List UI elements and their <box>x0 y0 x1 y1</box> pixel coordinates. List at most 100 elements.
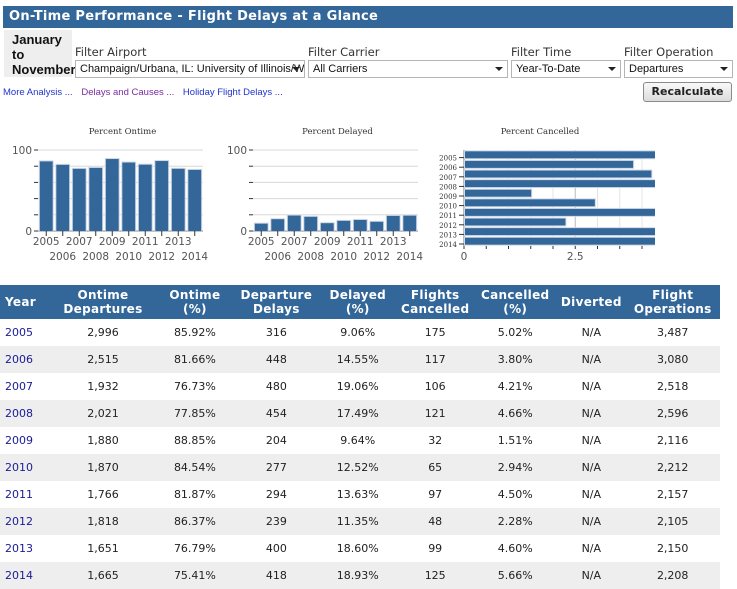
cell-ontime-departures: 1,880 <box>87 434 119 447</box>
x-tick-label: 2010 <box>115 251 142 263</box>
y-tick-label: 2012 <box>439 222 457 230</box>
chevron-down-icon <box>608 67 616 71</box>
x-tick-label: 2005 <box>33 236 60 248</box>
cell-cancelled-pct: 2.94% <box>473 454 558 481</box>
year-link[interactable]: 2010 <box>0 454 51 481</box>
cell-diverted: N/A <box>557 400 626 427</box>
filter-time-select[interactable]: Year-To-Date <box>511 60 621 78</box>
cell-ontime-departures: 1,870 <box>50 454 156 481</box>
bar-2005 <box>254 223 268 231</box>
cell-flights-cancelled: 175 <box>424 326 446 339</box>
cell-ontime-departures: 1,818 <box>50 508 156 535</box>
filter-carrier-value: All Carriers <box>313 63 368 75</box>
link-delays-and-causes[interactable]: Delays and Causes ... <box>81 87 175 98</box>
cell-diverted: N/A <box>581 380 602 393</box>
x-tick-label: 2014 <box>396 251 423 263</box>
bar-2005 <box>39 161 53 231</box>
year-link[interactable]: 2007 <box>5 380 33 393</box>
year-link[interactable]: 2013 <box>5 542 33 555</box>
cell-flights-cancelled: 65 <box>397 454 474 481</box>
filter-airport-select[interactable]: Champaign/Urbana, IL: University of Illi… <box>75 60 305 78</box>
cell-departure-delays: 480 <box>265 380 287 393</box>
x-tick-label: 2006 <box>264 251 291 263</box>
page-title: On-Time Performance - Flight Delays at a… <box>3 6 733 28</box>
cell-flight-operations: 2,596 <box>625 400 720 427</box>
recalculate-button[interactable]: Recalculate <box>643 82 732 102</box>
filter-operation-select[interactable]: Departures <box>624 60 733 78</box>
cell-delayed-pct: 18.60% <box>336 542 379 555</box>
year-link[interactable]: 2011 <box>5 488 33 501</box>
table-row: 2014 1,665 75.41% 418 18.93% 125 5.66% N/A 2,208 <box>0 562 720 589</box>
bar-2013 <box>171 168 185 231</box>
year-link[interactable]: 2008 <box>0 400 51 427</box>
x-tick-label: 2008 <box>297 251 324 263</box>
y-tick-label: 2008 <box>439 183 457 191</box>
bar-2012 <box>370 221 384 231</box>
column-header-line: Departures <box>63 302 143 316</box>
cell-flight-operations: 3,487 <box>656 326 689 339</box>
cell-ontime-pct: 76.73% <box>173 380 216 393</box>
cell-flight-operations: 2,208 <box>625 562 720 589</box>
cell-flights-cancelled: 48 <box>397 508 474 535</box>
chart-title: Percent Cancelled <box>501 127 580 137</box>
bar-2014 <box>403 215 417 231</box>
cell-cancelled-pct: 1.51% <box>497 434 533 447</box>
x-tick-label: 2.5 <box>567 251 584 263</box>
bar-2007 <box>287 215 301 231</box>
year-link[interactable]: 2012 <box>0 508 51 535</box>
cell-flight-operations: 2,212 <box>625 454 720 481</box>
period-start: January <box>12 32 62 47</box>
column-header-line: (%) <box>345 302 370 316</box>
x-tick-label: 2013 <box>165 236 192 248</box>
year-link[interactable]: 2014 <box>0 562 51 589</box>
year-link[interactable]: 2009 <box>5 434 33 447</box>
chart-percent-cancelled: Percent Cancelled02.557.5200520062007200… <box>439 127 655 263</box>
column-header-line: Delays <box>252 302 300 316</box>
bar-2005 <box>465 151 655 159</box>
cell-flights-cancelled: 99 <box>428 542 443 555</box>
link-holiday-flight-delays[interactable]: Holiday Flight Delays ... <box>182 87 283 98</box>
x-tick-label: 0 <box>461 251 468 263</box>
filter-carrier-select[interactable]: All Carriers <box>308 60 508 78</box>
x-tick-label: 2011 <box>347 236 374 248</box>
year-link[interactable]: 2006 <box>0 346 51 373</box>
bar-2009 <box>320 223 334 231</box>
bar-2008 <box>89 167 103 231</box>
cell-cancelled-pct: 5.66% <box>473 562 558 589</box>
chevron-down-icon <box>495 67 503 71</box>
column-header-ontime-pct: Ontime (%) <box>155 285 235 319</box>
table-row: 2009 1,880 88.85% 204 9.64% 32 1.51% N/A 2,116 <box>0 427 720 454</box>
cell-delayed-pct: 12.52% <box>318 454 398 481</box>
cell-departure-delays: 448 <box>234 346 319 373</box>
column-header-line: Cancelled <box>401 302 470 316</box>
cell-diverted: N/A <box>557 562 626 589</box>
bar-2008 <box>465 180 655 188</box>
bar-2006 <box>271 219 285 231</box>
cell-cancelled-pct: 4.60% <box>497 542 533 555</box>
bar-2009 <box>105 159 119 231</box>
column-header-line: Year <box>5 295 36 309</box>
column-header-flights-cancelled: Flights Cancelled <box>397 285 474 319</box>
filter-operation-value: Departures <box>629 63 684 75</box>
bar-2012 <box>155 161 169 231</box>
cell-flights-cancelled: 121 <box>397 400 474 427</box>
cell-diverted: N/A <box>581 542 602 555</box>
cell-departure-delays: 204 <box>265 434 287 447</box>
cell-departure-delays: 418 <box>234 562 319 589</box>
year-link[interactable]: 2005 <box>5 326 33 339</box>
table-row: 2011 1,766 81.87% 294 13.63% 97 4.50% N/A 2,157 <box>0 481 720 508</box>
cell-flight-operations: 2,157 <box>656 488 689 501</box>
cell-ontime-pct: 77.85% <box>155 400 235 427</box>
x-tick-label: 2012 <box>148 251 175 263</box>
x-tick-label: 2006 <box>49 251 76 263</box>
chevron-down-icon <box>292 67 300 71</box>
x-tick-label: 2005 <box>248 236 275 248</box>
y-tick-label: 2006 <box>439 164 457 172</box>
cell-departure-delays: 277 <box>234 454 319 481</box>
link-more-analysis[interactable]: More Analysis ... <box>3 87 73 98</box>
cell-delayed-pct: 13.63% <box>336 488 379 501</box>
cell-departure-delays: 454 <box>234 400 319 427</box>
table-row: 2006 2,515 81.66% 448 14.55% 117 3.80% N/A 3,080 <box>0 346 720 373</box>
cell-delayed-pct: 9.64% <box>340 434 376 447</box>
